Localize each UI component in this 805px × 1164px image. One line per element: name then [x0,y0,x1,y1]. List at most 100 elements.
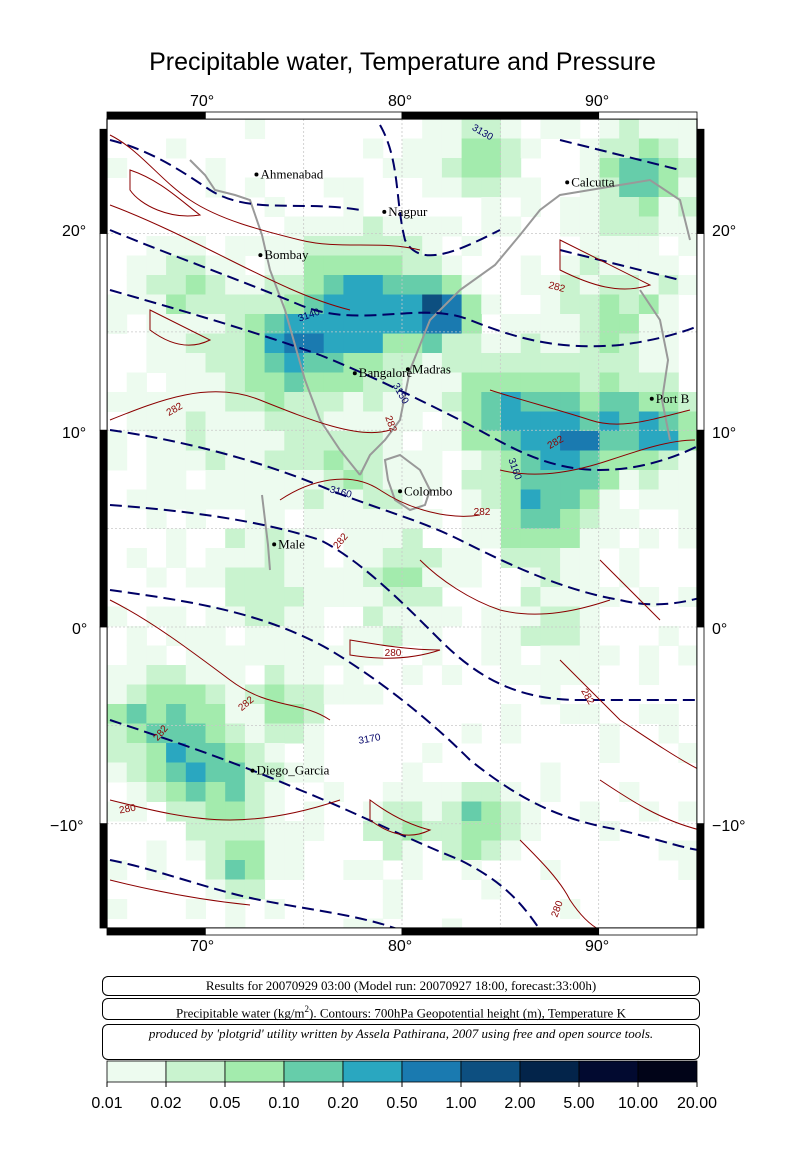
pw-cell [323,177,344,198]
colorbar-tick-6: 1.00 [445,1095,477,1112]
pw-cell [264,899,285,919]
pw-cell [638,489,660,510]
pw-cell [520,489,541,510]
pw-cell [481,782,502,802]
pw-cell [382,528,403,549]
pw-cell [343,431,364,451]
pw-cell [382,567,403,588]
pw-cell [363,275,384,295]
pw-cell [422,645,443,666]
pw-cell [619,509,640,529]
pw-cell [126,548,147,568]
pw-cell [540,314,561,334]
pw-cell [166,236,187,256]
pw-cell [638,665,660,685]
pw-cell [225,372,246,393]
pw-cell [323,294,344,315]
pw-cell [619,255,640,276]
pw-cell [599,119,620,139]
pw-cell [126,665,147,685]
pw-cell [540,665,561,685]
pw-cell [244,840,266,861]
pw-cell [461,333,482,354]
pw-cell [225,567,246,588]
pw-cell [481,333,502,354]
pw-cell [678,392,697,412]
pw-cell [540,119,561,139]
pw-cell [402,548,423,568]
pw-cell [540,489,561,510]
pw-cell [343,548,364,568]
pw-cell [520,197,541,217]
pw-cell [205,431,226,451]
pw-cell [658,275,679,295]
pw-cell [579,509,600,529]
pw-cell [343,255,364,276]
pw-cell [501,723,522,744]
legend-text-sup: 2 [304,1004,310,1014]
pw-cell [481,840,502,861]
pw-cell [343,294,364,315]
pw-cell [343,197,364,217]
pw-cell [126,294,147,315]
pw-cell [264,294,285,315]
pw-cell [678,489,697,510]
pw-cell [422,294,443,315]
x-tick-top-90: 90° [585,93,610,110]
pw-cell [244,431,266,451]
pw-cell [343,860,364,880]
pw-cell [579,587,600,607]
pw-cell [382,470,403,490]
pw-cell [441,177,463,198]
pw-cell [264,509,285,529]
pw-cell [284,587,305,607]
pw-cell [225,392,246,412]
pw-cell [481,801,502,822]
pw-cell [520,606,541,627]
pw-cell [599,528,620,549]
pw-cell [264,665,285,685]
city-dot [649,396,654,401]
pw-cell [422,119,443,139]
pw-cell [658,840,679,861]
pw-cell [422,743,443,763]
pw-cell [520,626,541,646]
pw-cell [323,333,344,354]
pw-cell [205,333,226,354]
pw-cell [126,489,147,510]
pw-cell [166,255,187,276]
y-tick-right-10: 10° [712,425,737,442]
pw-cell [560,489,581,510]
pw-cell [225,411,246,432]
pw-cell [225,899,246,919]
pw-cell [225,821,246,841]
pw-cell [185,899,206,919]
pw-cell [304,723,325,744]
pw-cell [540,470,561,490]
pw-cell [520,255,541,276]
legend-text-pre: Precipitable water (kg/m [176,1005,305,1021]
pw-cell [658,119,679,139]
pw-cell [304,743,325,763]
pw-cell [678,587,697,607]
pw-cell [638,314,660,334]
pw-cell [481,158,502,178]
pw-cell [461,392,482,412]
pw-cell [501,158,522,178]
pw-cell [244,275,266,295]
pw-cell [638,470,660,490]
pw-cell [126,723,147,744]
pw-cell [638,704,660,724]
pw-cell [146,470,167,490]
pw-cell [323,255,344,276]
pw-cell [146,567,167,588]
pw-cell [185,723,206,744]
pw-cell [244,353,266,373]
pw-cell [481,470,502,490]
pw-cell [658,704,679,724]
pw-cell [422,353,443,373]
colorbar-tick-4: 0.20 [327,1095,359,1112]
pw-cell [304,704,325,724]
pw-cell [579,177,600,198]
city-dot [272,542,277,547]
